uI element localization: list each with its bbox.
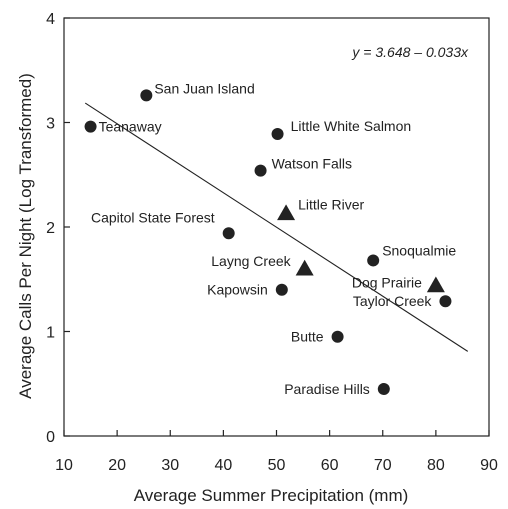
x-tick-label: 40 (214, 457, 232, 474)
circle-marker (275, 283, 288, 296)
point-label: Little River (298, 196, 364, 212)
point-label: Dog Prairie (352, 275, 422, 291)
x-tick-label: 30 (161, 457, 179, 474)
data-points (84, 89, 452, 395)
y-axis-title: Average Calls Per Night (Log Transformed… (16, 73, 35, 399)
y-tick-label: 3 (46, 116, 55, 133)
point-label: Watson Falls (272, 156, 352, 172)
point-label: Little White Salmon (291, 118, 412, 134)
circle-marker (222, 227, 235, 240)
point-label: San Juan Island (154, 80, 254, 96)
circle-marker (439, 295, 452, 308)
circle-marker (367, 254, 380, 267)
y-tick-label: 0 (46, 429, 55, 446)
point-label: Layng Creek (211, 253, 291, 269)
circle-marker (271, 127, 284, 140)
point-label: Teanaway (99, 119, 162, 135)
circle-marker (84, 120, 97, 133)
circle-marker (331, 330, 344, 343)
x-tick-label: 50 (268, 457, 286, 474)
point-label: Snoqualmie (382, 242, 456, 258)
circle-marker (140, 89, 153, 102)
triangle-marker (295, 259, 314, 276)
point-label: Kapowsin (207, 282, 268, 298)
y-tick-label: 1 (46, 325, 55, 342)
y-axis-ticks: 0 1 2 3 4 (46, 11, 70, 446)
point-label: Butte (291, 329, 324, 345)
point-label: Taylor Creek (353, 293, 433, 309)
circle-marker (377, 382, 390, 395)
point-label: Paradise Hills (284, 381, 370, 397)
x-axis-ticks: 10 20 30 40 50 60 70 80 90 (55, 430, 498, 474)
triangle-marker (426, 276, 445, 293)
regression-line (84, 102, 469, 352)
x-tick-label: 90 (480, 457, 498, 474)
y-tick-label: 2 (46, 220, 55, 237)
y-tick-label: 4 (46, 11, 55, 28)
point-labels: San Juan Island Teanaway Little White Salm… (91, 80, 456, 397)
point-label: Capitol State Forest (91, 209, 215, 225)
x-tick-label: 70 (374, 457, 392, 474)
x-tick-label: 20 (108, 457, 126, 474)
x-tick-label: 60 (321, 457, 339, 474)
x-tick-label: 10 (55, 457, 73, 474)
regression-equation: y = 3.648 – 0.033x (351, 44, 469, 60)
circle-marker (254, 164, 267, 177)
x-tick-label: 80 (427, 457, 445, 474)
triangle-marker (277, 204, 296, 221)
x-axis-title: Average Summer Precipitation (mm) (134, 486, 409, 505)
